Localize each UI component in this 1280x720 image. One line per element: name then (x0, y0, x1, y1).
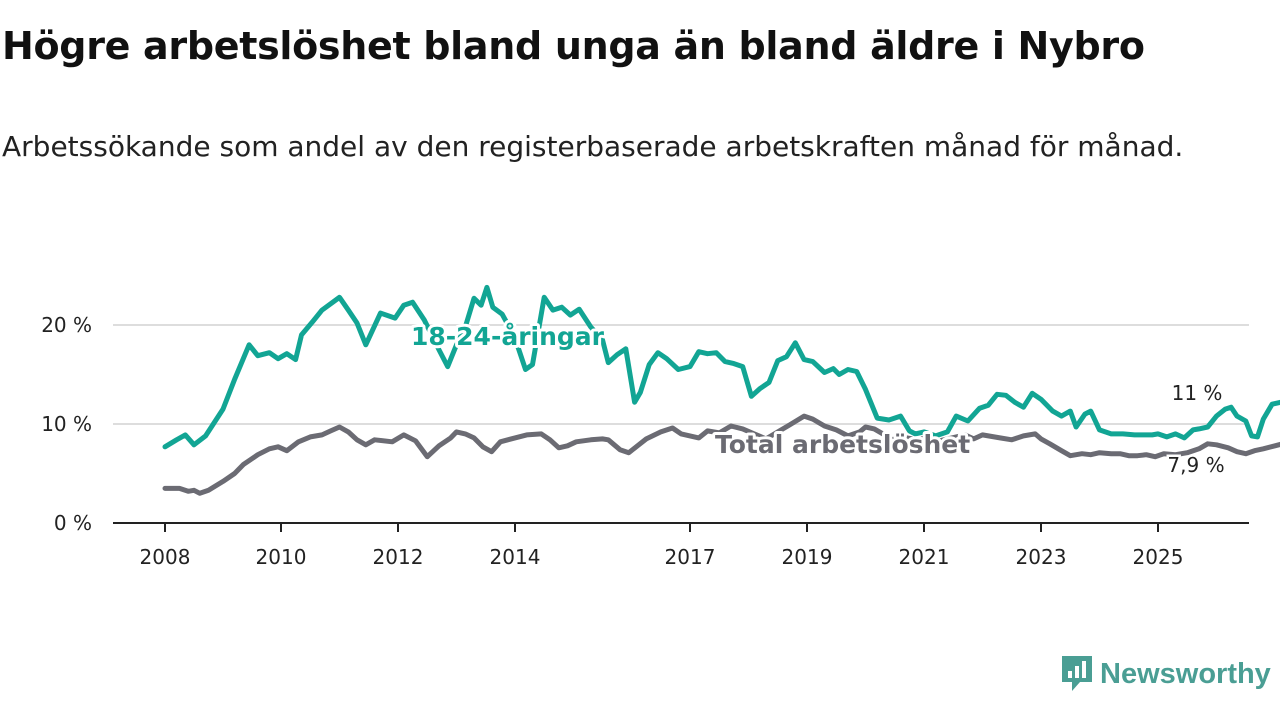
series-label-youth: 18-24-åringar (411, 322, 605, 351)
x-tick-label: 2012 (373, 545, 424, 569)
x-tick-label: 2021 (899, 545, 950, 569)
chart-title: Högre arbetslöshet bland unga än bland ä… (2, 24, 1145, 68)
x-tick-label: 2023 (1016, 545, 1067, 569)
axes: 0 % 10 % 20 % 2008 2010 2012 2014 2017 2019 2021 2… (41, 313, 1249, 569)
y-tick-label: 10 % (41, 412, 92, 436)
x-tick-label: 2017 (665, 545, 716, 569)
x-tick-label: 2019 (782, 545, 833, 569)
series-lines (162, 284, 1280, 496)
brand-logo: Newsworthy (1060, 654, 1271, 694)
chart-subtitle: Arbetssökande som andel av den registerb… (2, 130, 1184, 163)
series-labels: 18-24-åringar Total arbetslöshet 11 % 7,9 % (408, 319, 1227, 480)
x-tick-label: 2025 (1133, 545, 1184, 569)
brand-name: Newsworthy (1100, 657, 1271, 690)
series-line-youth (162, 284, 1280, 450)
series-line-total (162, 413, 1280, 496)
y-tick-label: 20 % (41, 313, 92, 337)
x-tick-label: 2014 (490, 545, 541, 569)
gridlines (113, 324, 1249, 425)
end-label-youth: 11 % (1172, 381, 1223, 405)
series-label-total: Total arbetslöshet (715, 430, 970, 459)
x-tick-label: 2010 (256, 545, 307, 569)
end-label-total: 7,9 % (1167, 453, 1224, 477)
newsworthy-chart-icon (1062, 656, 1092, 691)
y-tick-label: 0 % (54, 511, 92, 535)
x-tick-label: 2008 (140, 545, 191, 569)
